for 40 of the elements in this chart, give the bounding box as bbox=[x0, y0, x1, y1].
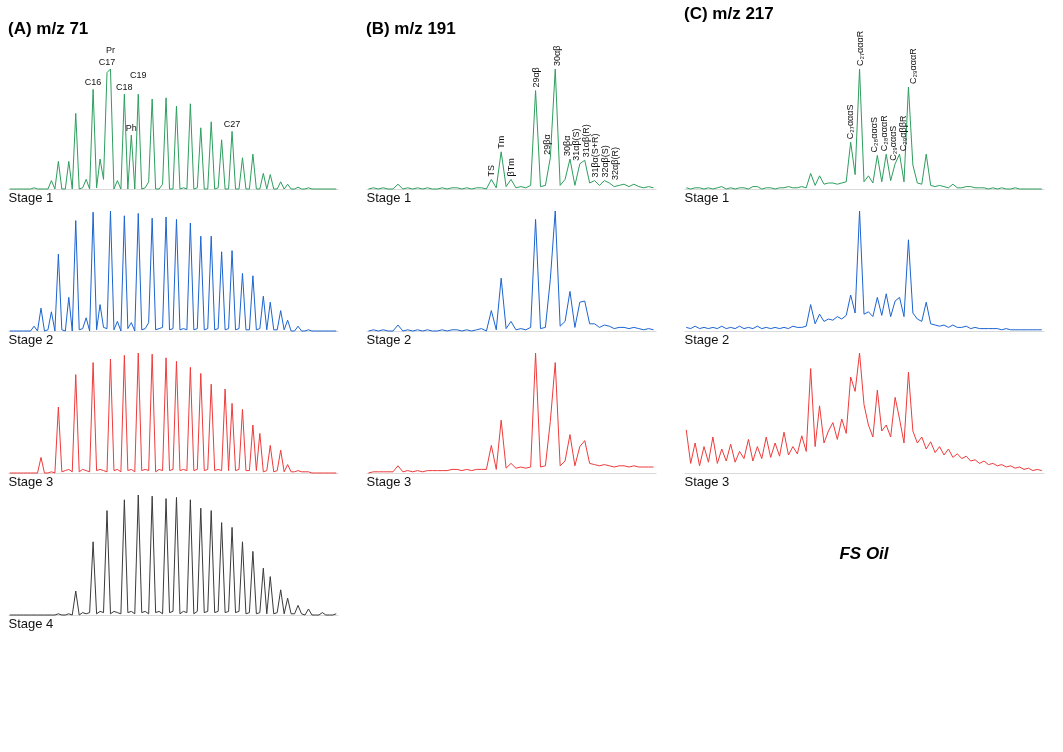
text: FS Oil bbox=[839, 544, 890, 563]
annotation: C₂₉αββR bbox=[897, 115, 908, 152]
annotation: 31βα(S+R) bbox=[590, 133, 601, 178]
annotation: TS bbox=[486, 164, 497, 177]
annotation: 32αβ(S) bbox=[600, 145, 611, 178]
annotation: 32αβ(R) bbox=[609, 147, 620, 180]
x-axis-title: Stage 2 bbox=[366, 331, 412, 347]
annotation: C19 bbox=[130, 70, 147, 81]
annotation: C18 bbox=[116, 82, 133, 93]
annotation: βTm bbox=[506, 158, 516, 177]
annotation: C₂₇αααR bbox=[854, 30, 865, 66]
x-axis-title: Stage 2 bbox=[684, 331, 730, 347]
x-axis-title: Stage 4 bbox=[8, 615, 54, 631]
chart-title: (C) m/z 217 bbox=[684, 3, 774, 23]
x-axis-title: Stage 1 bbox=[8, 189, 54, 205]
annotation: 30αβ bbox=[552, 45, 563, 66]
x-axis-title: Stage 1 bbox=[684, 189, 730, 205]
annotation: C16 bbox=[84, 77, 102, 88]
x-axis-title: Stage 2 bbox=[8, 331, 54, 347]
annotation: Ph bbox=[125, 123, 137, 133]
annotation: C₂₉αααS bbox=[888, 125, 899, 161]
annotation: 29αβ bbox=[530, 67, 541, 88]
annotation: 31αβ(R) bbox=[580, 124, 591, 158]
annotation: C27 bbox=[223, 119, 241, 130]
annotation: 30βα bbox=[561, 135, 572, 156]
annotation: Pr bbox=[105, 45, 115, 55]
x-axis-title: Stage 3 bbox=[366, 473, 412, 489]
annotation: C₂₉αααR bbox=[907, 47, 918, 84]
annotation: C₂₇αααS bbox=[845, 104, 856, 140]
x-axis-title: Stage 1 bbox=[366, 189, 412, 205]
annotation: Tm bbox=[496, 135, 507, 149]
chart-title: (A) m/z 71 bbox=[8, 19, 89, 38]
x-axis-title: Stage 3 bbox=[8, 473, 54, 489]
annotation: C17 bbox=[98, 57, 116, 67]
annotation: C₂₈αααR bbox=[878, 114, 889, 152]
chart-title: (B) m/z 191 bbox=[366, 18, 456, 38]
x-axis-title: Stage 3 bbox=[684, 473, 730, 489]
annotation: 29βα bbox=[542, 134, 553, 155]
annotation: C₂₈αααS bbox=[869, 117, 880, 153]
annotation: 31αβ(S) bbox=[571, 128, 582, 161]
